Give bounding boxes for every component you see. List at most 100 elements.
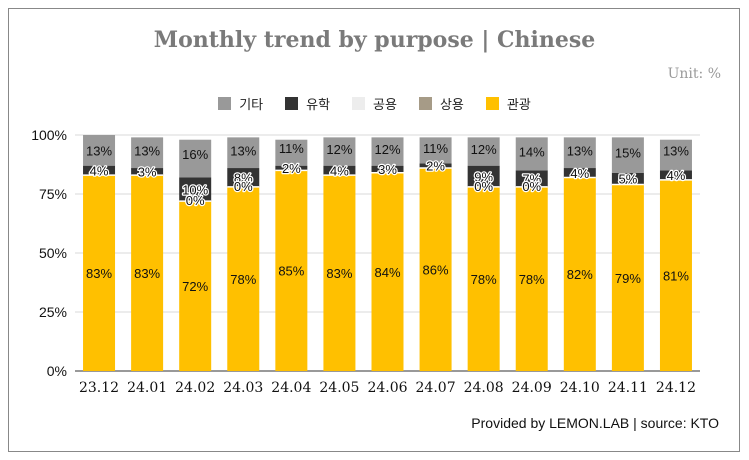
legend-label: 공용 <box>373 98 397 113</box>
legend-label: 상용 <box>439 98 464 113</box>
y-tick-label: 25% <box>39 304 67 320</box>
data-label: 11% <box>423 141 448 156</box>
bar-segment <box>131 175 164 371</box>
bar-segment <box>131 137 164 169</box>
legend-swatch <box>485 97 499 110</box>
data-label: 83% <box>326 266 352 281</box>
bar-segment <box>179 177 212 202</box>
bar-segment <box>563 137 596 169</box>
data-label: 4% <box>90 163 109 178</box>
data-label: 12% <box>374 142 400 157</box>
bar-segment <box>515 137 548 171</box>
bar-segment <box>227 137 260 169</box>
data-label: 84% <box>374 265 400 280</box>
y-tick-label: 50% <box>39 245 67 261</box>
legend-item: 기타 <box>218 94 263 113</box>
data-label: 13% <box>663 143 689 158</box>
bar-segment <box>227 186 260 371</box>
data-label: 7% <box>522 172 541 187</box>
y-tick-label: 0% <box>47 363 67 379</box>
x-tick-label: 24.10 <box>560 380 600 396</box>
x-tick-label: 24.07 <box>416 380 456 396</box>
x-tick-label: 24.05 <box>319 380 359 396</box>
legend-item: 공용 <box>352 94 397 113</box>
bar-segment <box>179 201 212 371</box>
y-tick-label: 75% <box>39 186 67 202</box>
x-tick-label: 24.09 <box>512 380 552 396</box>
bar-segment <box>467 137 500 166</box>
data-label: 13% <box>567 143 593 158</box>
data-label: 11% <box>279 141 304 156</box>
x-tick-label: 24.04 <box>271 380 311 396</box>
data-label: 10% <box>182 182 208 197</box>
legend-swatch <box>218 97 232 110</box>
bar-segment <box>275 139 308 166</box>
data-label: 15% <box>615 146 641 161</box>
data-label: 72% <box>182 279 208 294</box>
bar-segment <box>659 170 692 180</box>
bar-segment <box>659 139 692 171</box>
data-label: 9% <box>474 169 493 184</box>
data-label: 2% <box>426 159 445 174</box>
data-label: 3% <box>138 165 157 180</box>
data-label: 85% <box>278 264 304 279</box>
legend-swatch <box>285 97 299 110</box>
y-tick-label: 100% <box>31 127 67 143</box>
bar-segment <box>659 179 692 371</box>
bar-segment <box>323 175 356 371</box>
data-label: 13% <box>134 143 160 158</box>
bar-segment <box>275 165 308 171</box>
legend-label: 유학 <box>306 98 331 113</box>
legend-label: 관광 <box>506 98 531 113</box>
bar-segment <box>563 168 596 178</box>
data-label: 12% <box>326 142 352 157</box>
bar-segment <box>419 137 452 164</box>
x-tick-label: 24.11 <box>608 380 648 396</box>
bar-segment <box>467 186 500 371</box>
legend: 기타 유학 공용 상용 관광 <box>0 94 749 113</box>
data-label: 14% <box>519 145 545 160</box>
bar-segment <box>371 137 404 166</box>
data-label: 82% <box>567 267 593 282</box>
data-label: 81% <box>663 268 689 283</box>
bar-segment <box>419 168 452 371</box>
bar-segment <box>323 137 356 166</box>
unit-label: Unit: % <box>667 66 721 82</box>
data-label: 78% <box>471 272 497 287</box>
data-label: 86% <box>423 263 449 278</box>
bar-segment <box>467 165 500 187</box>
bar-segment <box>563 177 596 371</box>
data-label: 2% <box>282 161 301 176</box>
data-label: 0% <box>234 179 253 194</box>
bar-segment <box>611 184 644 371</box>
bar-segment <box>515 170 548 187</box>
data-label: 3% <box>378 162 397 177</box>
data-label: 8% <box>234 170 253 185</box>
bar-segment <box>227 168 260 187</box>
chart-title: Monthly trend by purpose | Chinese <box>153 27 596 53</box>
bar-segment <box>83 175 116 371</box>
data-label: 79% <box>615 271 641 286</box>
data-label: 4% <box>667 168 686 183</box>
x-tick-label: 24.02 <box>175 380 215 396</box>
data-label: 12% <box>471 142 497 157</box>
bar-segment <box>179 139 212 178</box>
source-credit: Provided by LEMON.LAB | source: KTO <box>471 415 719 431</box>
legend-label: 기타 <box>239 98 264 113</box>
bar-segment <box>131 168 164 176</box>
data-label: 0% <box>474 179 493 194</box>
legend-item: 상용 <box>418 94 464 113</box>
x-tick-label: 24.08 <box>464 380 504 396</box>
data-label: 13% <box>230 143 256 158</box>
data-label: 83% <box>86 266 112 281</box>
data-label: 78% <box>519 272 545 287</box>
bar-segment <box>419 163 452 169</box>
data-label: 0% <box>522 179 541 194</box>
bar-segment <box>611 137 644 173</box>
x-tick-label: 23.12 <box>79 380 119 396</box>
bar-segment <box>515 186 548 371</box>
bar-segment <box>611 172 644 185</box>
bar-segment <box>83 135 116 166</box>
data-label: 4% <box>330 163 349 178</box>
bar-segment <box>323 165 356 176</box>
